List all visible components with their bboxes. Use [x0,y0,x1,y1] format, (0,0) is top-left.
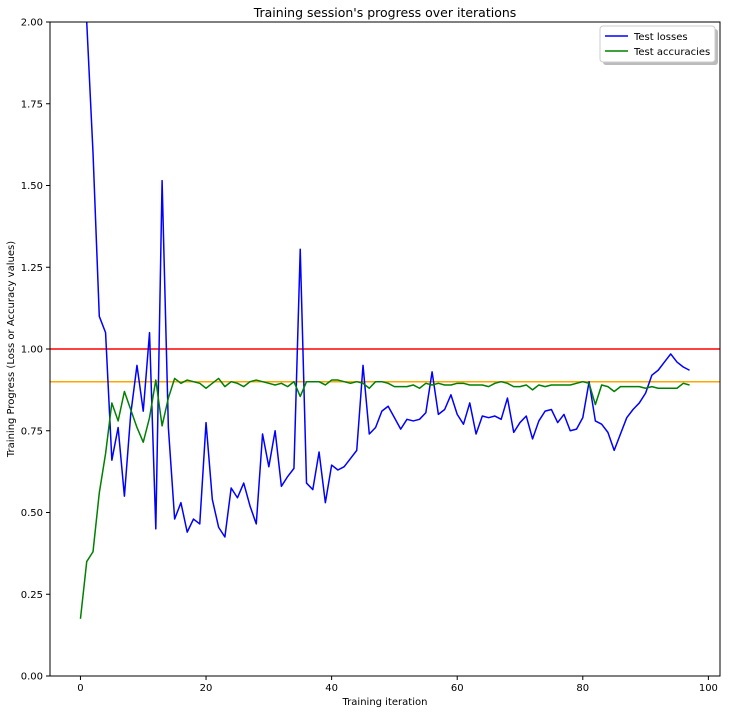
y-tick-label: 0.25 [21,590,43,601]
reference-lines [50,348,720,383]
x-tick-label: 0 [77,683,83,694]
x-tick-label: 80 [576,683,589,694]
series-lines [79,22,690,619]
series-line-test-accuracies [79,377,690,619]
legend-label-test-accuracies: Test accuracies [633,47,710,58]
x-tick-label: 20 [200,683,213,694]
x-axis-label: Training iteration [342,697,428,708]
y-tick-label: 1.25 [21,263,43,274]
y-tick-label: 1.50 [21,181,43,192]
y-axis-label: Training Progress (Loss or Accuracy valu… [6,241,17,458]
legend: Test losses Test accuracies [599,25,718,65]
x-axis-ticks: 0 20 40 60 80 100 [77,676,718,694]
x-tick-label: 100 [699,683,718,694]
y-tick-label: 0.50 [21,508,43,519]
y-tick-label: 1.00 [21,345,43,356]
series-line-test-losses [85,22,690,538]
y-tick-label: 0.75 [21,426,43,437]
chart-title: Training session's progress over iterati… [253,5,517,20]
x-tick-label: 40 [325,683,338,694]
y-tick-label: 0.00 [21,672,43,683]
y-tick-label: 1.75 [21,99,43,110]
x-tick-label: 60 [451,683,464,694]
legend-box [599,25,716,63]
y-axis-ticks: 0.00 0.25 0.50 0.75 1.00 1.25 1.50 1.75 2.00 [21,18,50,683]
legend-label-test-losses: Test losses [633,32,688,43]
y-tick-label: 2.00 [21,18,43,29]
